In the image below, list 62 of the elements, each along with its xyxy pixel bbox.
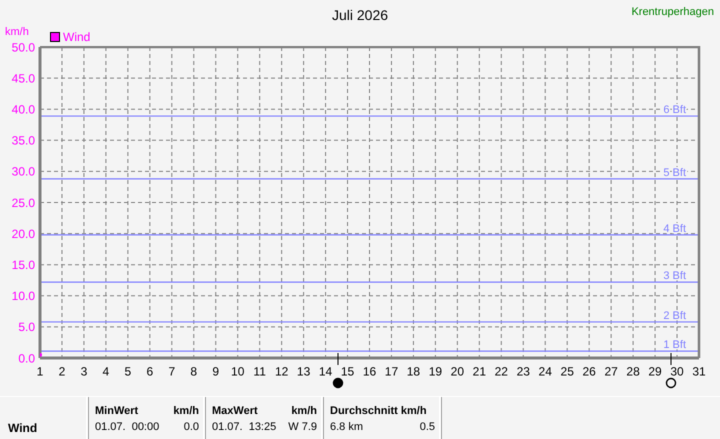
x-tick-label: 26 bbox=[582, 364, 596, 379]
text: 0.0 bbox=[184, 421, 199, 434]
text: MinWert bbox=[95, 405, 138, 418]
text: 01.07. 00:00 bbox=[95, 421, 160, 434]
y-tick-label: 40.0 bbox=[12, 102, 36, 116]
x-tick-label: 15 bbox=[340, 364, 355, 379]
text: MaxWert bbox=[212, 405, 258, 418]
y-tick-label: 20.0 bbox=[12, 226, 36, 241]
text: 01.07. 13:25 bbox=[212, 421, 276, 434]
x-tick-label: 31 bbox=[692, 364, 706, 379]
text: Durchschnitt km/h bbox=[330, 405, 427, 418]
x-tick-label: 30 bbox=[670, 364, 684, 379]
text: km/h bbox=[291, 405, 317, 418]
y-tick-label: 30.0 bbox=[12, 164, 36, 179]
x-tick-label: 3 bbox=[80, 364, 88, 379]
x-tick-label: 12 bbox=[274, 364, 289, 379]
x-tick-label: 29 bbox=[648, 364, 662, 379]
x-tick-label: 20 bbox=[450, 364, 464, 379]
x-tick-label: 17 bbox=[384, 364, 398, 379]
x-tick-label: 7 bbox=[168, 364, 176, 379]
y-tick-label: 35.0 bbox=[12, 134, 36, 148]
x-tick-label: 2 bbox=[58, 364, 66, 379]
ref-line-label: 1 Bft bbox=[663, 339, 686, 352]
y-tick-label: 10.0 bbox=[12, 289, 36, 304]
y-tick-label: 50.0 bbox=[12, 40, 36, 54]
text: W 7.9 bbox=[288, 421, 317, 434]
x-tick-label: 13 bbox=[296, 364, 311, 379]
y-tick-label: 45.0 bbox=[12, 71, 36, 86]
text: 6.8 km bbox=[330, 421, 364, 434]
x-tick-label: 27 bbox=[604, 364, 618, 379]
x-tick-label: 5 bbox=[124, 364, 132, 379]
text: km/h bbox=[173, 405, 199, 418]
x-tick-label: 10 bbox=[231, 364, 245, 379]
y-tick-label: 15.0 bbox=[12, 258, 36, 272]
x-tick-label: 4 bbox=[102, 364, 110, 379]
text: Wind bbox=[8, 421, 38, 435]
x-tick-label: 14 bbox=[318, 364, 333, 379]
chart-title: Juli 2026 bbox=[332, 7, 388, 23]
x-tick-label: 8 bbox=[190, 364, 198, 379]
y-tick-label: 25.0 bbox=[12, 196, 36, 210]
chart-subtitle: Krentruperhagen bbox=[631, 6, 714, 18]
x-tick-label: 24 bbox=[538, 364, 552, 379]
y-tick-label: 5.0 bbox=[18, 320, 36, 334]
text: 0.5 bbox=[420, 421, 435, 434]
x-tick-label: 16 bbox=[362, 364, 376, 379]
x-tick-label: 25 bbox=[560, 364, 574, 379]
x-tick-label: 1 bbox=[36, 364, 44, 379]
y-tick-label: 0.0 bbox=[18, 351, 36, 366]
ref-line-label: 2 Bft bbox=[663, 310, 686, 322]
x-tick-label: 11 bbox=[253, 364, 266, 379]
x-tick-label: 23 bbox=[516, 364, 530, 379]
ref-line-label: 4 Bft bbox=[663, 222, 686, 235]
x-tick-label: 22 bbox=[494, 364, 508, 379]
x-tick-label: 6 bbox=[146, 364, 154, 379]
x-tick-label: 19 bbox=[428, 364, 442, 379]
y-axis-title: km/h bbox=[5, 26, 29, 38]
x-tick-label: 18 bbox=[406, 364, 420, 379]
x-tick-label: 28 bbox=[626, 364, 640, 379]
ref-line-label: 3 Bft bbox=[663, 270, 686, 282]
legend-label: Wind bbox=[63, 30, 90, 44]
x-tick-label: 9 bbox=[212, 364, 220, 379]
x-tick-label: 21 bbox=[472, 364, 486, 379]
